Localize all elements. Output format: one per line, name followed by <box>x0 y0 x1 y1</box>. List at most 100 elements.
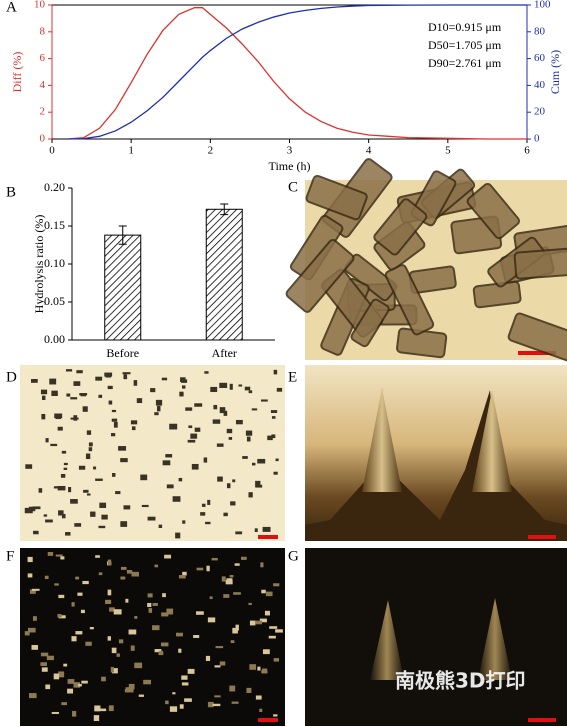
particle <box>136 398 143 404</box>
particle <box>115 491 121 495</box>
particle <box>130 420 138 425</box>
particle <box>99 502 107 508</box>
particle <box>118 446 127 451</box>
y2-axis-label: Cum (%) <box>548 50 562 94</box>
crystal <box>466 183 520 240</box>
y-tick-label: 0.10 <box>44 256 65 270</box>
particle <box>152 625 160 631</box>
y-axis-label: Hydrolysis ratio (%) <box>32 215 46 314</box>
particle <box>27 627 36 633</box>
y-tick-label: 0.15 <box>44 218 65 232</box>
particle <box>155 399 163 406</box>
particle <box>209 596 213 600</box>
particle <box>232 627 238 634</box>
particle <box>226 483 231 489</box>
particle <box>235 531 243 535</box>
particle <box>57 426 63 431</box>
particle <box>41 667 48 672</box>
particle <box>57 485 66 491</box>
particle <box>105 373 112 378</box>
particle <box>109 607 115 612</box>
crystal <box>373 198 428 256</box>
particle <box>27 573 33 578</box>
x-tick-label: 5 <box>445 145 451 157</box>
particle <box>29 693 37 699</box>
particle <box>194 427 201 432</box>
particle <box>47 552 54 556</box>
particle <box>207 499 211 505</box>
particle <box>203 457 208 463</box>
particle <box>223 594 230 598</box>
particle <box>246 436 251 442</box>
particle <box>255 695 262 700</box>
y2-tick-label: 60 <box>534 52 546 64</box>
particle <box>251 408 258 411</box>
annotation: D10=0.915 μm <box>428 20 502 34</box>
particle <box>252 462 256 466</box>
data-line <box>67 4 527 140</box>
particle <box>98 525 106 529</box>
particle <box>226 578 233 581</box>
particle <box>133 380 138 386</box>
particle <box>179 704 184 709</box>
particle <box>241 556 247 560</box>
error-bar <box>118 225 127 245</box>
particle <box>261 668 268 674</box>
particle <box>234 563 240 566</box>
particle <box>118 639 124 644</box>
particle <box>28 506 36 512</box>
particle <box>245 430 253 436</box>
particle <box>120 521 128 527</box>
particle <box>79 393 88 396</box>
particle <box>164 554 172 559</box>
particle <box>130 645 135 651</box>
y-tick-label: 8 <box>40 25 46 37</box>
particle <box>143 679 152 685</box>
particle <box>229 685 236 692</box>
particle <box>61 513 66 519</box>
particle <box>191 463 199 470</box>
particle <box>268 635 276 639</box>
particle <box>154 649 162 653</box>
particle <box>93 715 100 722</box>
particle <box>159 650 164 656</box>
particle <box>182 520 186 524</box>
microneedle <box>370 600 404 680</box>
particle <box>255 484 263 488</box>
particle <box>32 506 41 510</box>
particle <box>100 708 107 712</box>
panel-label: E <box>288 369 297 385</box>
particle <box>259 708 263 713</box>
particle <box>113 609 122 615</box>
particle <box>181 682 189 686</box>
annotation: D90=2.761 μm <box>428 56 502 70</box>
particle <box>206 565 210 572</box>
particle <box>262 649 270 655</box>
particle <box>213 404 218 410</box>
particle <box>80 609 85 614</box>
particle <box>175 532 181 539</box>
particle <box>205 521 211 525</box>
particle <box>269 626 278 629</box>
particle <box>53 673 60 680</box>
particle <box>231 701 239 704</box>
particle <box>273 471 278 475</box>
particle <box>40 652 49 657</box>
particle <box>76 370 83 374</box>
particle <box>264 610 270 616</box>
y-tick-label: 0.00 <box>44 332 65 346</box>
particle <box>55 554 63 557</box>
particle <box>128 683 135 690</box>
particle <box>107 385 113 390</box>
panel-label: D <box>6 369 17 385</box>
particle <box>77 592 83 596</box>
bar <box>104 234 142 341</box>
scale-bar <box>518 351 556 355</box>
particle <box>166 608 174 615</box>
particle <box>219 382 228 388</box>
particle <box>67 679 75 684</box>
particle <box>24 507 33 514</box>
y2-tick-label: 40 <box>534 79 546 91</box>
y-tick-label: 0.05 <box>44 294 65 308</box>
particle <box>32 616 37 621</box>
